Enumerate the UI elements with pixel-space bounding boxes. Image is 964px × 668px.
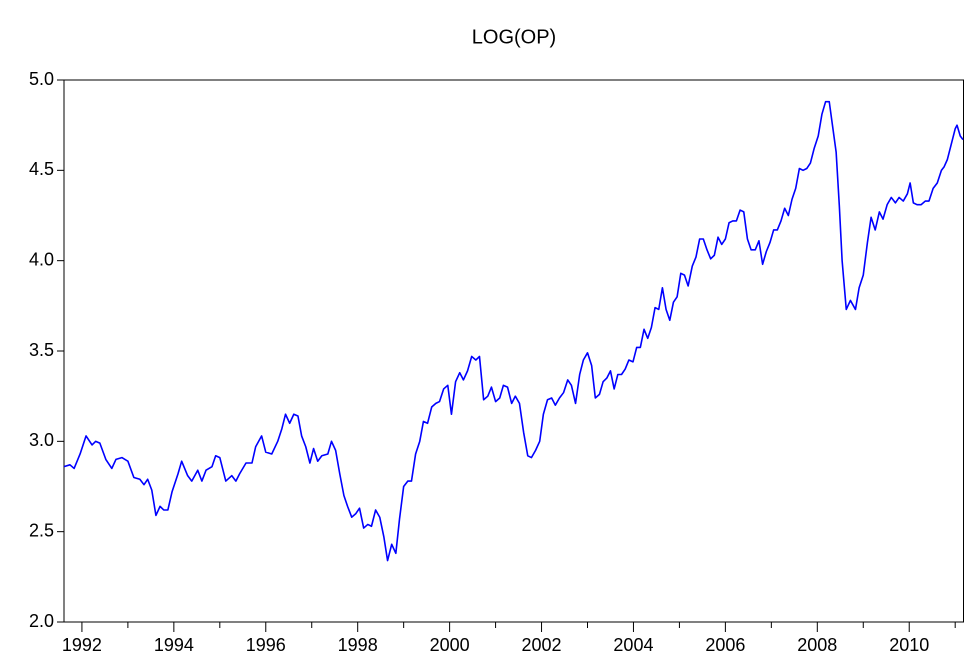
x-tick-label: 2000 bbox=[430, 635, 470, 655]
x-tick-label: 2008 bbox=[797, 635, 837, 655]
x-tick-label: 2002 bbox=[522, 635, 562, 655]
y-tick-label: 3.0 bbox=[29, 430, 54, 450]
y-tick-label: 4.0 bbox=[29, 249, 54, 269]
y-tick-label: 2.5 bbox=[29, 520, 54, 540]
y-tick-label: 3.5 bbox=[29, 340, 54, 360]
y-tick-label: 5.0 bbox=[29, 69, 54, 89]
data-line bbox=[63, 100, 964, 562]
plot-frame bbox=[63, 79, 964, 623]
x-tick-label: 2010 bbox=[889, 635, 929, 655]
x-tick-label: 1994 bbox=[154, 635, 194, 655]
y-tick-label: 2.0 bbox=[29, 611, 54, 631]
x-tick-label: 1992 bbox=[62, 635, 102, 655]
x-tick-label: 2006 bbox=[705, 635, 745, 655]
x-tick-label: 1996 bbox=[246, 635, 286, 655]
x-tick-label: 2004 bbox=[613, 635, 653, 655]
chart-title: LOG(OP) bbox=[472, 26, 556, 48]
x-tick-label: 1998 bbox=[338, 635, 378, 655]
y-tick-label: 4.5 bbox=[29, 159, 54, 179]
